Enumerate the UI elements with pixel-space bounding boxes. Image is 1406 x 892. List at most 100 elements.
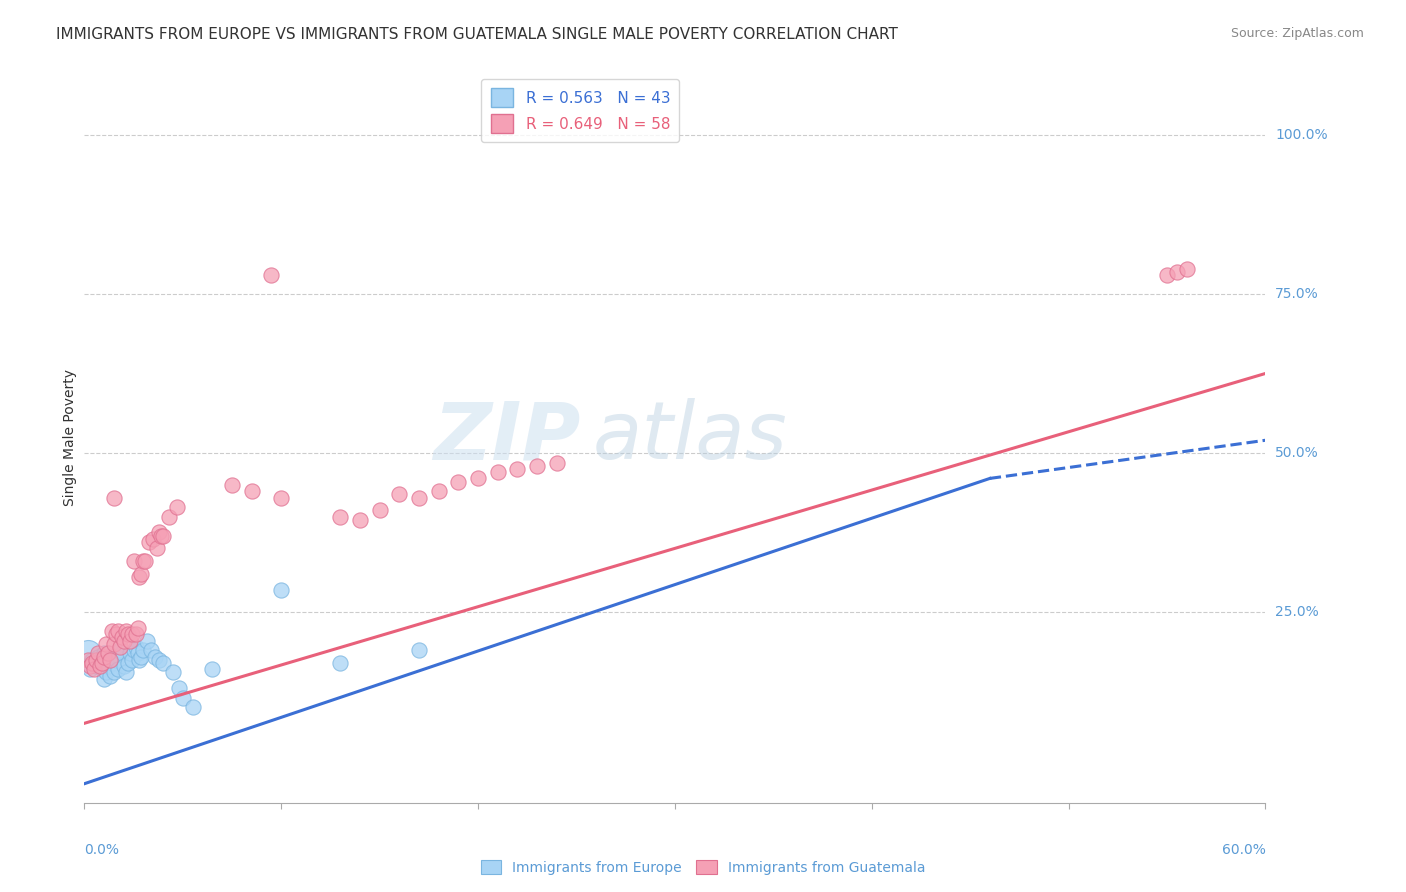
Point [131, 649, 153, 664]
Point [89, 659, 111, 673]
Point [136, 633, 159, 648]
Point [103, 665, 125, 680]
Point [93, 672, 115, 686]
Point [122, 643, 145, 657]
Point [506, 462, 529, 476]
Text: 0.0%: 0.0% [84, 843, 120, 857]
Point [79, 659, 101, 673]
Point [127, 646, 149, 660]
Point [107, 662, 129, 676]
Point [172, 690, 194, 705]
Point [1175, 261, 1198, 276]
Point [93, 646, 115, 660]
Point [77, 646, 100, 660]
Point [270, 582, 292, 597]
Point [82, 656, 104, 670]
Point [134, 554, 156, 568]
Point [221, 477, 243, 491]
Point [121, 653, 143, 667]
Point [128, 653, 150, 667]
Point [108, 643, 131, 657]
Point [89, 653, 111, 667]
Point [1156, 268, 1178, 282]
Point [240, 484, 263, 499]
Text: 50.0%: 50.0% [1275, 446, 1319, 460]
Point [270, 491, 292, 505]
Point [84, 653, 107, 667]
Text: IMMIGRANTS FROM EUROPE VS IMMIGRANTS FROM GUATEMALA SINGLE MALE POVERTY CORRELAT: IMMIGRANTS FROM EUROPE VS IMMIGRANTS FRO… [56, 27, 898, 42]
Point [124, 627, 146, 641]
Point [87, 649, 110, 664]
Point [329, 509, 352, 524]
Point [408, 643, 430, 657]
Point [146, 541, 169, 556]
Point [447, 475, 470, 489]
Point [87, 646, 110, 660]
Point [181, 700, 204, 714]
Point [94, 665, 117, 680]
Point [97, 659, 120, 673]
Point [486, 465, 509, 479]
Point [112, 633, 135, 648]
Point [122, 554, 145, 568]
Point [368, 503, 391, 517]
Point [103, 491, 125, 505]
Text: ZIP: ZIP [433, 398, 581, 476]
Point [79, 662, 101, 676]
Point [142, 532, 165, 546]
Point [97, 646, 120, 660]
Point [118, 633, 141, 648]
Point [77, 653, 100, 667]
Point [143, 649, 166, 664]
Point [150, 529, 173, 543]
Point [152, 529, 174, 543]
Point [93, 649, 115, 664]
Legend: R = 0.563   N = 43, R = 0.649   N = 58: R = 0.563 N = 43, R = 0.649 N = 58 [481, 79, 679, 142]
Point [91, 662, 114, 676]
Point [157, 509, 180, 524]
Point [148, 653, 170, 667]
Point [83, 656, 105, 670]
Point [98, 668, 121, 682]
Point [128, 570, 150, 584]
Point [98, 653, 121, 667]
Point [329, 656, 352, 670]
Point [127, 621, 149, 635]
Point [108, 640, 131, 654]
Point [132, 643, 155, 657]
Point [349, 513, 371, 527]
Point [138, 535, 160, 549]
Point [388, 487, 411, 501]
Point [117, 656, 139, 670]
Point [141, 643, 163, 657]
Legend: Immigrants from Europe, Immigrants from Guatemala: Immigrants from Europe, Immigrants from … [475, 855, 931, 880]
Point [107, 624, 129, 638]
Point [94, 637, 117, 651]
Point [111, 631, 134, 645]
Point [124, 640, 146, 654]
Text: 60.0%: 60.0% [1222, 843, 1265, 857]
Point [118, 646, 141, 660]
Point [167, 681, 190, 696]
Point [91, 656, 114, 670]
Point [467, 471, 489, 485]
Point [117, 627, 139, 641]
Point [121, 627, 143, 641]
Text: 75.0%: 75.0% [1275, 287, 1319, 301]
Text: 25.0%: 25.0% [1275, 605, 1319, 619]
Point [112, 659, 135, 673]
Point [1166, 265, 1188, 279]
Point [201, 662, 224, 676]
Point [114, 665, 136, 680]
Point [84, 659, 107, 673]
Text: 100.0%: 100.0% [1275, 128, 1327, 142]
Point [104, 627, 127, 641]
Point [260, 268, 283, 282]
Point [104, 653, 127, 667]
Text: atlas: atlas [592, 398, 787, 476]
Point [152, 656, 174, 670]
Point [526, 458, 548, 473]
Point [131, 566, 153, 581]
Point [111, 646, 134, 660]
Point [546, 456, 568, 470]
